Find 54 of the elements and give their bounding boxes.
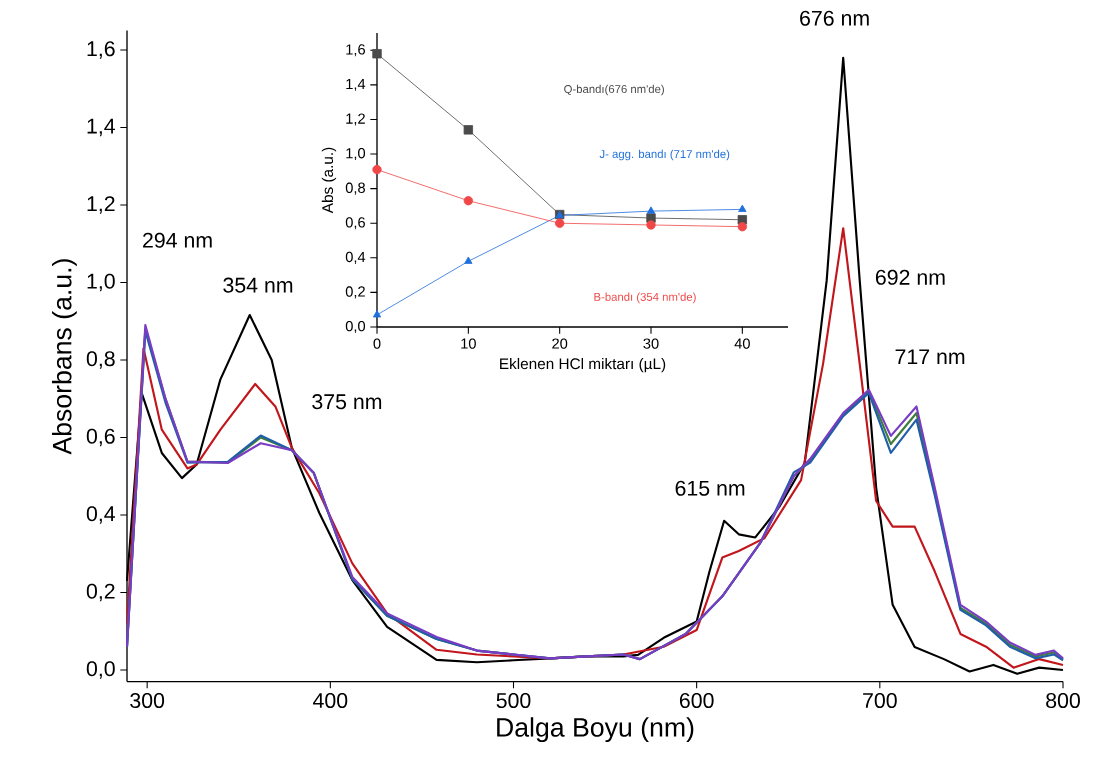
- y-tick-label: 0,2: [86, 583, 115, 602]
- y-tick-label: 0,4: [86, 506, 115, 524]
- x-axis-title: Dalga Boyu (nm): [497, 717, 694, 743]
- point: [372, 310, 382, 318]
- y-tick-label: 1,6: [346, 44, 365, 57]
- point: [646, 220, 656, 230]
- text: Q-bandı(676 nm'de): [564, 84, 664, 96]
- y-tick-label: 1,4: [346, 78, 366, 91]
- x-tick-label: 800: [1046, 692, 1080, 709]
- x-tick-label: 40: [734, 338, 750, 349]
- x-tick-label: 700: [863, 692, 897, 709]
- x-tick-label: 30: [643, 338, 659, 349]
- x-tick-label: 300: [130, 692, 165, 709]
- annotation: 294 nm: [143, 232, 212, 248]
- point: [463, 196, 473, 206]
- y-tick-label: 0,2: [345, 286, 365, 299]
- y-tick-label: 1,6: [87, 41, 115, 59]
- y-tick-label: 1,0: [346, 148, 366, 161]
- y-tick-label: 0,8: [345, 182, 365, 195]
- point: [555, 218, 565, 228]
- y-tick-label: 0,8: [86, 351, 115, 369]
- x-tick-label: 600: [679, 692, 714, 709]
- y-tick-label: 0,4: [345, 251, 366, 264]
- text: 676 nm: [800, 10, 869, 26]
- x-tick-label: 20: [552, 338, 568, 349]
- y-tick-label: 0,6: [86, 428, 115, 447]
- y-tick-label: 0,0: [86, 661, 115, 679]
- text: B-bandı (354 nm'de): [594, 292, 696, 304]
- annotation: 717 nm: [895, 349, 965, 365]
- y-tick-label: 1,2: [346, 113, 365, 126]
- point: [464, 256, 473, 264]
- x-tick-label: 400: [313, 692, 348, 709]
- annotation: 375 nm: [312, 394, 382, 410]
- y-tick-label: 1,0: [87, 273, 115, 292]
- point: [463, 125, 473, 135]
- point: [372, 164, 382, 175]
- y-tick-label: 1,4: [87, 118, 115, 137]
- y-tick-label: 1,2: [87, 196, 115, 214]
- point: [372, 49, 382, 59]
- annotation: 354 nm: [223, 277, 293, 293]
- annotation: 615 nm: [675, 480, 745, 496]
- point: [646, 206, 656, 214]
- y-axis-title: Absorbans (a.u.): [51, 259, 77, 455]
- x-tick-label: 0: [373, 338, 381, 349]
- point: [737, 222, 747, 232]
- y-tick-label: 0,0: [345, 320, 366, 334]
- x-tick-label: 10: [461, 338, 476, 349]
- x-tick-label: 500: [496, 692, 531, 709]
- point: [738, 204, 747, 212]
- text: J- agg. bandı (717 nm'de): [599, 149, 730, 161]
- y-axis-title: Abs (a.u.): [321, 147, 337, 214]
- annotation: 692 nm: [875, 269, 945, 285]
- x-axis-title: Eklenen HCl miktarı (µL): [500, 357, 666, 373]
- y-tick-label: 0,6: [345, 217, 365, 230]
